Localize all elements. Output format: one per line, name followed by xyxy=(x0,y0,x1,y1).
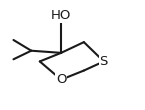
Text: HO: HO xyxy=(51,9,71,22)
Text: O: O xyxy=(56,73,66,86)
Text: S: S xyxy=(100,55,108,68)
